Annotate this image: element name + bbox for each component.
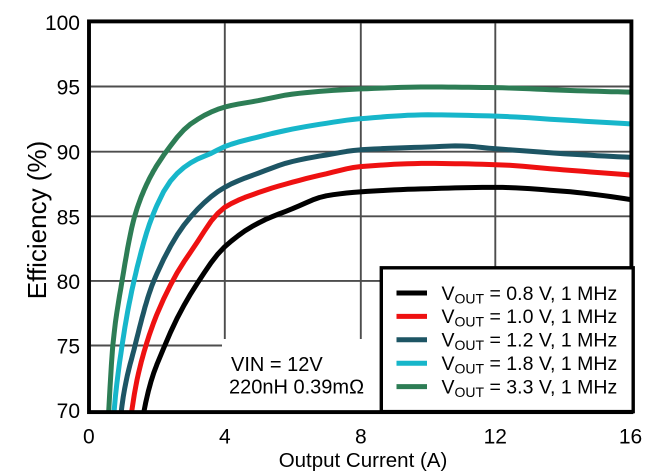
svg-text:VOUT = 0.8 V, 1 MHz: VOUT = 0.8 V, 1 MHz — [442, 283, 618, 307]
svg-text:0: 0 — [83, 426, 95, 449]
svg-text:VOUT = 1.0 V, 1 MHz: VOUT = 1.0 V, 1 MHz — [442, 306, 618, 330]
svg-text:VOUT = 1.2 V, 1 MHz: VOUT = 1.2 V, 1 MHz — [442, 330, 618, 354]
svg-text:VOUT = 1.8 V, 1 MHz: VOUT = 1.8 V, 1 MHz — [442, 353, 618, 377]
svg-text:85: 85 — [57, 206, 80, 229]
svg-text:8: 8 — [355, 426, 367, 449]
svg-text:220nH 0.39mΩ: 220nH 0.39mΩ — [229, 377, 364, 399]
svg-text:70: 70 — [57, 400, 80, 423]
svg-text:80: 80 — [57, 271, 80, 294]
svg-text:90: 90 — [57, 142, 80, 165]
svg-text:VOUT = 3.3 V, 1 MHz: VOUT = 3.3 V, 1 MHz — [442, 376, 618, 400]
svg-text:100: 100 — [45, 12, 80, 35]
svg-text:16: 16 — [619, 426, 642, 449]
svg-text:75: 75 — [57, 336, 80, 359]
svg-text:VIN = 12V: VIN = 12V — [231, 354, 323, 376]
svg-text:Output Current (A): Output Current (A) — [279, 449, 448, 472]
svg-text:12: 12 — [484, 426, 507, 449]
svg-text:95: 95 — [57, 77, 80, 100]
svg-text:Efficiency (%): Efficiency (%) — [22, 141, 52, 299]
svg-text:4: 4 — [219, 426, 231, 449]
